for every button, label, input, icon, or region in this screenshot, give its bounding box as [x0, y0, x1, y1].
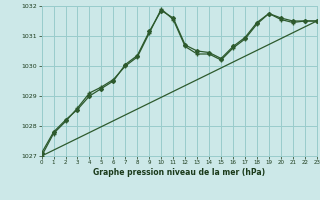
X-axis label: Graphe pression niveau de la mer (hPa): Graphe pression niveau de la mer (hPa) — [93, 168, 265, 177]
